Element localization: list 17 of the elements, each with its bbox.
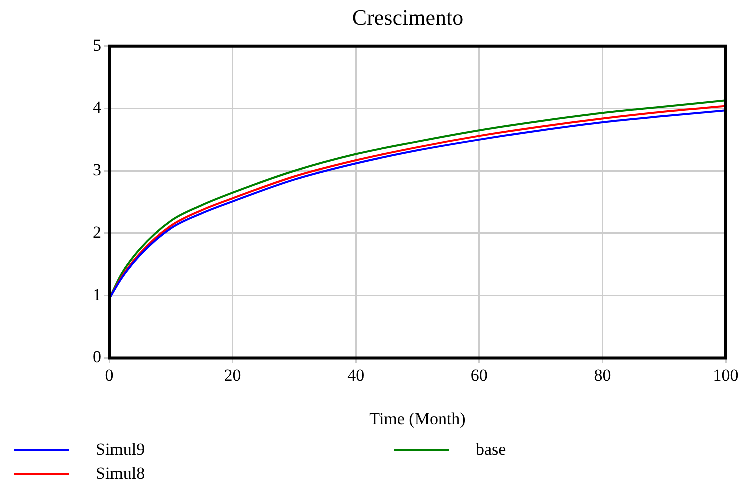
x-tick-label: 100 xyxy=(713,366,739,385)
y-tick-label: 0 xyxy=(93,348,102,367)
legend-label: Simul9 xyxy=(96,440,146,460)
x-tick-label: 0 xyxy=(105,366,114,385)
x-tick-label: 20 xyxy=(224,366,242,385)
legend-label: Simul8 xyxy=(96,464,146,484)
legend-label: base xyxy=(476,440,506,460)
x-tick-label: 40 xyxy=(348,366,365,385)
x-axis-title: Time (Month) xyxy=(370,409,466,428)
x-tick-label: 60 xyxy=(470,366,488,385)
y-tick-label: 5 xyxy=(93,36,102,55)
y-tick-label: 2 xyxy=(93,222,102,242)
x-tick-label: 80 xyxy=(594,366,612,385)
y-tick-label: 4 xyxy=(93,98,102,118)
y-tick-label: 3 xyxy=(93,160,102,180)
y-tick-label: 1 xyxy=(93,285,102,304)
chart-title: Crescimento xyxy=(352,4,464,30)
